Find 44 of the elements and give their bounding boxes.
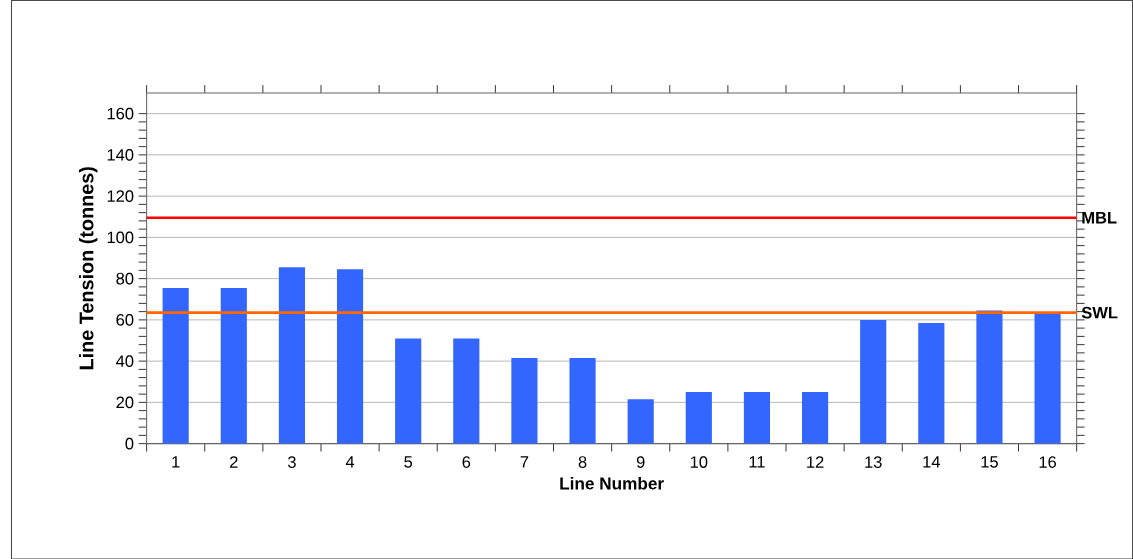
x-tick-label: 13 bbox=[865, 456, 882, 468]
y-tick-label: 60 bbox=[116, 313, 134, 326]
x-tick-label: 11 bbox=[749, 456, 765, 468]
bar bbox=[801, 391, 829, 444]
x-tick-label: 7 bbox=[520, 456, 529, 468]
x-tick-label: 9 bbox=[636, 456, 645, 468]
bar bbox=[860, 319, 887, 444]
bar bbox=[918, 322, 945, 444]
x-tick-label: 12 bbox=[807, 456, 824, 468]
bar bbox=[1034, 313, 1061, 444]
y-tick-label: 140 bbox=[107, 148, 134, 161]
bar bbox=[569, 357, 596, 444]
x-tick-label: 15 bbox=[981, 456, 998, 468]
x-tick-label: 6 bbox=[462, 456, 471, 468]
bar bbox=[220, 287, 247, 444]
y-tick-label: 80 bbox=[116, 272, 134, 285]
y-tick-label: 100 bbox=[107, 231, 134, 244]
bar bbox=[278, 267, 305, 444]
x-axis-title: Line Number bbox=[560, 476, 664, 490]
bar bbox=[685, 391, 712, 444]
y-tick-label: 20 bbox=[116, 396, 134, 409]
bar bbox=[395, 338, 422, 444]
bar bbox=[336, 269, 364, 444]
y-tick-label: 40 bbox=[116, 355, 134, 367]
ref-line-label: SWL bbox=[1081, 306, 1118, 319]
bar bbox=[511, 357, 538, 444]
x-tick-label: 5 bbox=[404, 456, 413, 468]
x-tick-label: 8 bbox=[578, 456, 587, 468]
x-tick-label: 16 bbox=[1039, 456, 1057, 468]
x-tick-label: 14 bbox=[923, 456, 941, 468]
bar bbox=[162, 287, 189, 444]
y-axis-title: Line Tension (tonnes) bbox=[78, 166, 98, 369]
bar bbox=[743, 391, 771, 444]
x-tick-label: 4 bbox=[345, 456, 355, 468]
y-tick-label: 120 bbox=[107, 190, 134, 202]
y-tick-label: 160 bbox=[107, 107, 134, 120]
ref-line-label: MBL bbox=[1082, 211, 1117, 224]
x-tick-label: 10 bbox=[690, 456, 708, 468]
bar bbox=[453, 338, 480, 444]
x-tick-label: 1 bbox=[172, 456, 180, 468]
x-tick-label: 3 bbox=[287, 456, 296, 468]
y-tick-label: 0 bbox=[125, 437, 134, 450]
bar bbox=[627, 399, 654, 444]
x-tick-label: 2 bbox=[230, 456, 238, 468]
